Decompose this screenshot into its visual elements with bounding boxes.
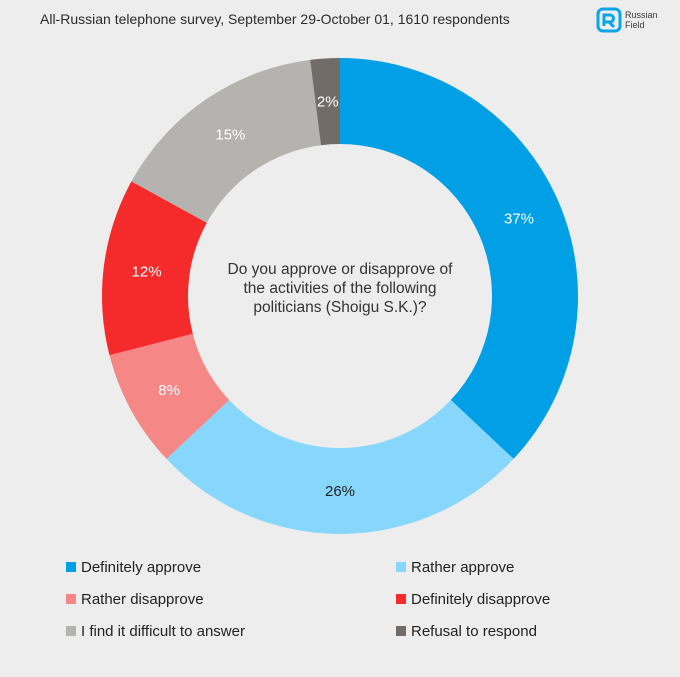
- chart-question-line-2: the activities of the following: [243, 280, 437, 297]
- legend-label: Rather approve: [411, 558, 515, 576]
- donut-slice-i-find-it-difficult-to-answer: [131, 59, 321, 223]
- legend-item-rather-approve: Rather approve: [396, 555, 626, 579]
- donut-slice-refusal-to-respond: [310, 58, 340, 146]
- donut-slice-definitely-approve: [340, 58, 578, 459]
- slice-value-label: 26%: [325, 483, 355, 500]
- legend-item-difficult-to-answer: I find it difficult to answer: [66, 619, 396, 643]
- legend-item-rather-disapprove: Rather disapprove: [66, 587, 396, 611]
- chart-question-line-1: Do you approve or disapprove of: [227, 261, 453, 278]
- legend-label: Rather disapprove: [81, 590, 204, 608]
- slice-value-label: 8%: [158, 382, 180, 399]
- legend-item-definitely-approve: Definitely approve: [66, 555, 396, 579]
- legend-swatch: [66, 626, 76, 636]
- donut-slice-rather-disapprove: [109, 333, 230, 459]
- chart-question: Do you approve or disapprove of the acti…: [190, 260, 490, 317]
- legend-label: Refusal to respond: [411, 622, 537, 640]
- legend-label: I find it difficult to answer: [81, 622, 245, 640]
- russian-field-logo-icon: [596, 7, 622, 33]
- slice-value-label: 37%: [504, 211, 534, 228]
- legend-swatch: [396, 626, 406, 636]
- slice-value-label: 2%: [317, 93, 339, 110]
- donut-slice-rather-approve: [166, 400, 514, 534]
- survey-header: All-Russian telephone survey, September …: [40, 11, 510, 27]
- legend-swatch: [396, 594, 406, 604]
- legend-label: Definitely disapprove: [411, 590, 551, 608]
- donut-chart: 37% 26% 8% 12% 15% 2%: [102, 58, 578, 534]
- legend-item-refusal-to-respond: Refusal to respond: [396, 619, 626, 643]
- chart-legend: Definitely approve Rather approve Rather…: [66, 555, 626, 643]
- legend-label: Definitely approve: [81, 558, 202, 576]
- legend-swatch: [396, 562, 406, 572]
- slice-value-label: 12%: [132, 264, 162, 281]
- donut-slice-definitely-disapprove: [102, 181, 207, 356]
- legend-swatch: [66, 594, 76, 604]
- legend-swatch: [66, 562, 76, 572]
- russian-field-logo: Russian Field: [596, 7, 658, 33]
- legend-item-definitely-disapprove: Definitely disapprove: [396, 587, 626, 611]
- logo-line-1: Russian: [625, 10, 658, 20]
- chart-question-line-3: politicians (Shoigu S.K.)?: [253, 299, 427, 316]
- logo-text: Russian Field: [625, 10, 658, 30]
- slice-value-label: 15%: [215, 127, 245, 144]
- logo-line-2: Field: [625, 20, 645, 30]
